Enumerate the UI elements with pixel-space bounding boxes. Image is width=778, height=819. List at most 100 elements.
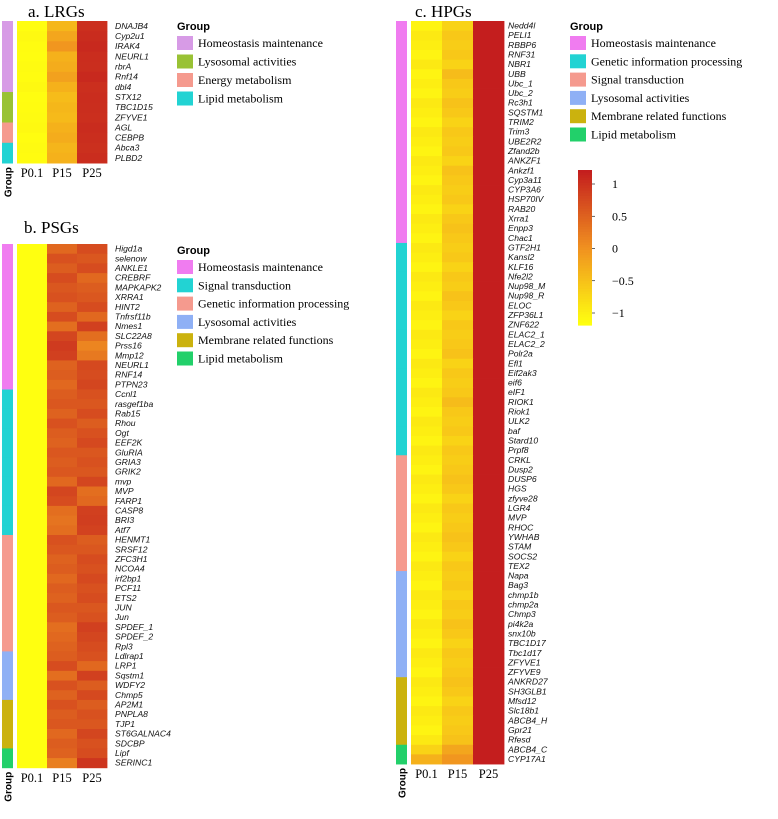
heatmap-cell <box>442 233 474 244</box>
group-strip-cell <box>2 41 13 52</box>
heatmap-cell <box>77 152 108 164</box>
color-scale: 1 0.5 0 −0.5 −1 <box>578 170 634 326</box>
heatmap-cell <box>77 263 108 274</box>
color-scale-band <box>578 260 592 264</box>
row-label: HGS <box>508 484 527 494</box>
legend-swatch <box>570 90 586 105</box>
row-label: mvp <box>115 476 131 486</box>
heatmap-cell <box>411 252 443 263</box>
heatmap-cell <box>473 107 505 118</box>
group-strip-cell <box>396 715 407 726</box>
row-label: TRIM2 <box>508 117 534 127</box>
heatmap-cell <box>411 744 443 755</box>
row-label: Enpp3 <box>508 223 533 233</box>
row-label: ANKRD27 <box>507 677 549 687</box>
heatmap-cell <box>47 515 78 526</box>
heatmap-cell <box>47 21 78 32</box>
heatmap-cell <box>473 185 505 196</box>
group-strip-cell <box>396 561 407 572</box>
heatmap-cell <box>473 407 505 418</box>
heatmap-cell <box>411 223 443 234</box>
heatmap-cell <box>442 397 474 408</box>
row-label: CRKL <box>508 455 531 465</box>
heatmap-cell <box>77 142 108 154</box>
row-label: BRI3 <box>115 515 134 525</box>
color-scale-band <box>578 219 592 223</box>
row-label: Riok1 <box>508 407 530 417</box>
heatmap-cell <box>442 532 474 543</box>
column-label: P25 <box>82 166 101 180</box>
heatmap-cell <box>442 407 474 418</box>
heatmap-cell <box>411 474 443 485</box>
group-strip-cell <box>2 699 13 710</box>
row-label: IRAK4 <box>115 41 140 51</box>
heatmap-cell <box>411 426 443 437</box>
column-label: P15 <box>52 771 71 785</box>
heatmap-cell <box>17 486 48 497</box>
heatmap-cell <box>47 544 78 555</box>
group-strip-cell <box>396 21 407 32</box>
legend-swatch <box>177 91 193 106</box>
color-scale-band <box>578 185 592 189</box>
legend-swatch <box>570 72 586 87</box>
heatmap-cell <box>47 428 78 439</box>
heatmap-cell <box>17 719 48 730</box>
heatmap-cell <box>17 389 48 400</box>
heatmap-cell <box>17 709 48 720</box>
heatmap-cell <box>77 632 108 643</box>
row-label: rbrA <box>115 62 132 72</box>
row-label: Nup98_M <box>508 281 546 291</box>
color-scale-band <box>578 299 592 303</box>
group-strip-cell <box>2 263 13 274</box>
heatmap-cell <box>411 609 443 620</box>
color-scale-band <box>578 201 592 205</box>
color-scale-band <box>578 281 592 285</box>
column-label: P15 <box>52 166 71 180</box>
heatmap-cell <box>17 399 48 410</box>
heatmap-cell <box>411 78 443 89</box>
heatmap-cell <box>77 418 108 429</box>
heatmap-cell <box>411 69 443 80</box>
heatmap-cell <box>47 273 78 284</box>
heatmap-cell <box>473 281 505 292</box>
heatmap-cell <box>17 41 48 52</box>
heatmap-cell <box>17 680 48 691</box>
row-label: pi4k2a <box>507 619 534 629</box>
group-strip-cell <box>2 476 13 487</box>
heatmap-cell <box>77 719 108 730</box>
heatmap-cell <box>473 754 505 765</box>
heatmap-cell <box>473 300 505 311</box>
heatmap-cell <box>411 310 443 321</box>
group-strip-cell <box>2 61 13 73</box>
heatmap-cell <box>77 81 108 93</box>
row-label: eIF1 <box>508 387 525 397</box>
heatmap-cell <box>473 706 505 717</box>
heatmap-cell <box>473 735 505 746</box>
row-label: RNF31 <box>508 49 535 59</box>
heatmap-cell <box>77 41 108 52</box>
heatmap-cell <box>473 715 505 726</box>
row-label: Rnf14 <box>115 72 138 82</box>
group-strip-cell <box>396 49 407 60</box>
group-strip-cell <box>396 686 407 697</box>
row-label: selenow <box>115 253 147 263</box>
heatmap-cell <box>47 61 78 73</box>
heatmap-cell <box>473 242 505 253</box>
color-scale-tick-label: 0 <box>612 242 618 256</box>
row-label: SLC22A8 <box>115 331 152 341</box>
heatmap-cell <box>77 331 108 342</box>
row-label: Nedd4l <box>508 21 536 31</box>
heatmap-cell <box>47 486 78 497</box>
heatmap-cell <box>17 758 48 769</box>
legend-swatch <box>570 127 586 142</box>
heatmap-cell <box>442 503 474 514</box>
heatmap-cell <box>77 554 108 565</box>
heatmap-cell <box>17 341 48 352</box>
heatmap-cell <box>442 21 474 32</box>
color-scale-band <box>578 232 592 236</box>
heatmap-cell <box>473 667 505 678</box>
color-scale-band <box>578 309 592 313</box>
column-label: P0.1 <box>21 771 44 785</box>
heatmap-cell <box>442 706 474 717</box>
row-label: Tnfrsf11b <box>115 311 151 321</box>
